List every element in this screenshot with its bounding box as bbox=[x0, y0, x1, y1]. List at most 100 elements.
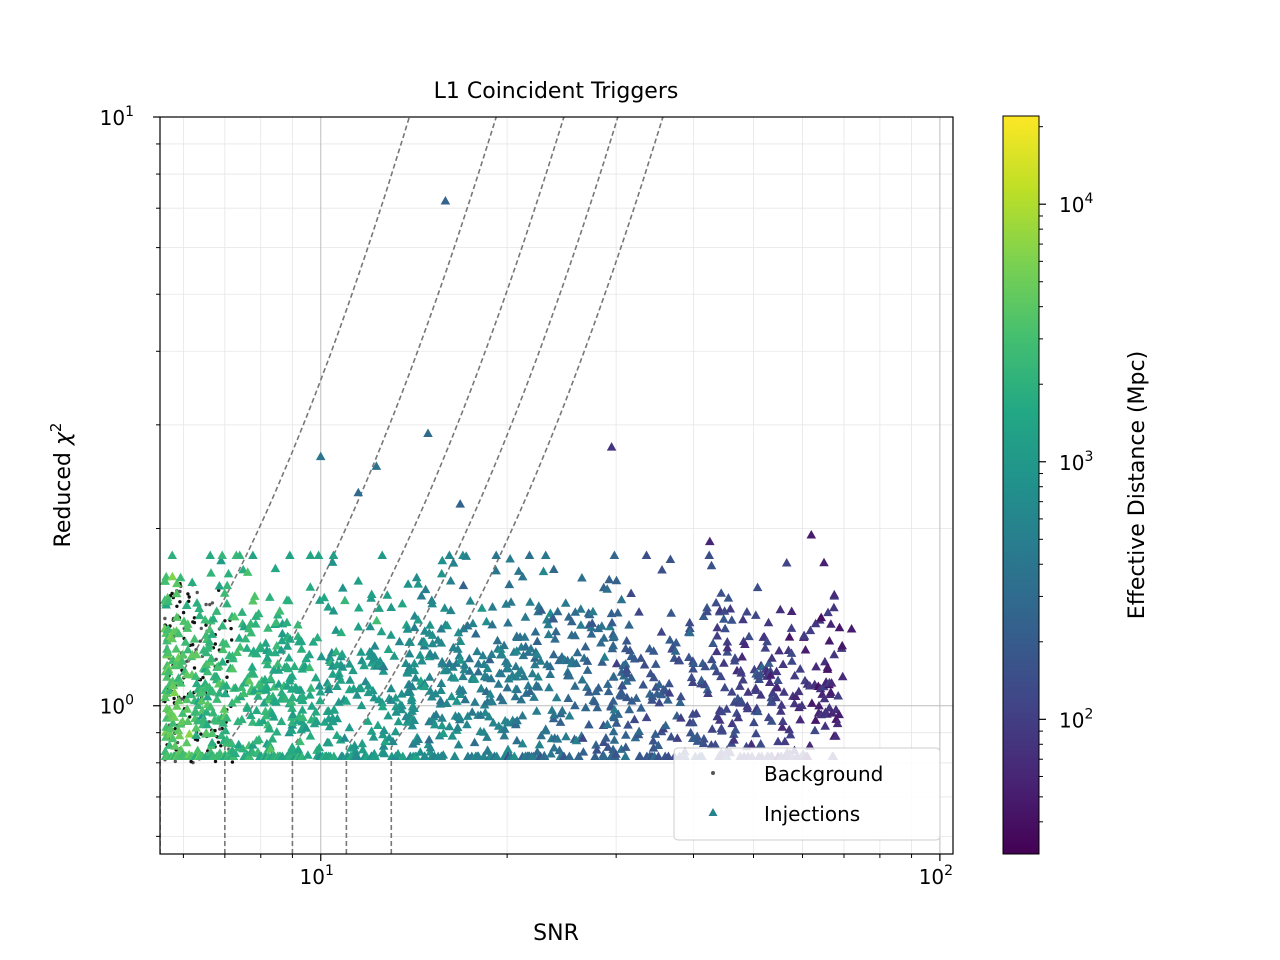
injection-point bbox=[339, 733, 350, 742]
injection-point bbox=[621, 664, 632, 674]
injection-point bbox=[730, 653, 740, 662]
injection-point bbox=[397, 598, 408, 608]
injection-point bbox=[787, 656, 797, 665]
injection-point bbox=[702, 684, 713, 694]
injection-point bbox=[654, 679, 665, 689]
injection-point bbox=[219, 588, 230, 597]
injection-point bbox=[277, 628, 288, 638]
injection-point bbox=[182, 694, 192, 704]
injection-point bbox=[419, 681, 430, 691]
injection-point bbox=[453, 644, 463, 653]
injection-point bbox=[704, 550, 714, 559]
injection-point bbox=[688, 717, 698, 727]
injection-point bbox=[167, 571, 178, 581]
injection-point bbox=[733, 712, 744, 722]
injection-point bbox=[551, 626, 561, 636]
injection-point bbox=[763, 617, 774, 627]
injection-point bbox=[229, 611, 240, 621]
injection-point bbox=[348, 665, 358, 675]
injection-point bbox=[533, 682, 544, 691]
injection-point bbox=[204, 641, 214, 650]
injection-point bbox=[334, 697, 344, 706]
injection-point bbox=[520, 632, 530, 641]
injection-point bbox=[532, 649, 543, 659]
injection-point bbox=[834, 622, 845, 632]
injection-point bbox=[480, 707, 491, 717]
injection-point bbox=[251, 705, 262, 715]
injection-point bbox=[265, 592, 275, 601]
injection-point bbox=[163, 624, 174, 633]
injection-point bbox=[161, 732, 171, 741]
injection-point bbox=[572, 647, 583, 657]
injection-point bbox=[270, 563, 281, 573]
injection-point bbox=[675, 697, 685, 706]
background-point bbox=[175, 604, 179, 608]
injection-point bbox=[273, 665, 284, 674]
injection-point bbox=[270, 647, 280, 657]
injection-point bbox=[211, 606, 222, 615]
injection-point bbox=[386, 695, 396, 704]
injection-point bbox=[332, 730, 342, 739]
injection-point bbox=[478, 650, 488, 660]
injection-point bbox=[544, 682, 554, 692]
x-tick-label: 102 bbox=[919, 863, 953, 889]
injection-point bbox=[592, 745, 602, 754]
injection-point bbox=[444, 721, 455, 731]
injection-point bbox=[171, 588, 182, 598]
injection-point bbox=[530, 627, 541, 636]
injection-point bbox=[834, 709, 844, 719]
background-point bbox=[199, 732, 203, 736]
injection-point bbox=[647, 691, 658, 701]
injection-point bbox=[424, 672, 435, 681]
injection-point bbox=[492, 751, 502, 760]
injection-point bbox=[663, 695, 673, 704]
injection-point bbox=[593, 683, 604, 692]
injection-point bbox=[420, 637, 430, 647]
injection-point bbox=[459, 660, 470, 669]
injection-point bbox=[738, 614, 748, 624]
injection-point bbox=[254, 734, 264, 744]
injection-point bbox=[457, 685, 468, 694]
injection-point bbox=[296, 636, 307, 645]
injection-point bbox=[354, 603, 364, 612]
injection-point bbox=[564, 751, 575, 760]
injection-point bbox=[496, 668, 507, 678]
injection-point bbox=[169, 712, 180, 721]
injection-point bbox=[496, 648, 507, 658]
injection-point bbox=[207, 629, 217, 638]
injection-point bbox=[349, 740, 360, 750]
injection-point bbox=[397, 700, 407, 710]
injection-point bbox=[436, 685, 446, 694]
injection-point bbox=[641, 712, 652, 722]
injection-point bbox=[591, 740, 601, 749]
injection-point bbox=[484, 654, 495, 664]
injection-point bbox=[230, 748, 240, 757]
injection-point bbox=[352, 751, 362, 760]
injection-point bbox=[417, 656, 427, 665]
injection-point bbox=[799, 631, 810, 640]
injection-point bbox=[648, 736, 659, 745]
injection-point bbox=[608, 726, 619, 736]
injection-point bbox=[366, 726, 377, 735]
injection-point bbox=[378, 741, 389, 750]
injection-point bbox=[353, 576, 364, 585]
legend: Background Injections bbox=[673, 747, 941, 841]
injection-point bbox=[664, 678, 674, 688]
injection-point bbox=[602, 584, 612, 593]
injection-point bbox=[754, 674, 764, 683]
injection-point bbox=[311, 672, 321, 682]
injection-point bbox=[720, 682, 730, 692]
injection-point bbox=[651, 659, 661, 668]
background-point bbox=[213, 642, 217, 646]
injection-point bbox=[163, 647, 173, 657]
injection-point bbox=[216, 555, 226, 565]
injection-point bbox=[303, 750, 313, 759]
injection-point bbox=[549, 743, 559, 752]
injection-point-outlier bbox=[846, 624, 857, 633]
injection-point bbox=[407, 693, 417, 702]
injection-point bbox=[512, 735, 522, 745]
injection-point bbox=[577, 573, 587, 582]
injection-point bbox=[437, 555, 448, 565]
injection-point bbox=[601, 733, 611, 742]
injection-point bbox=[685, 727, 696, 737]
